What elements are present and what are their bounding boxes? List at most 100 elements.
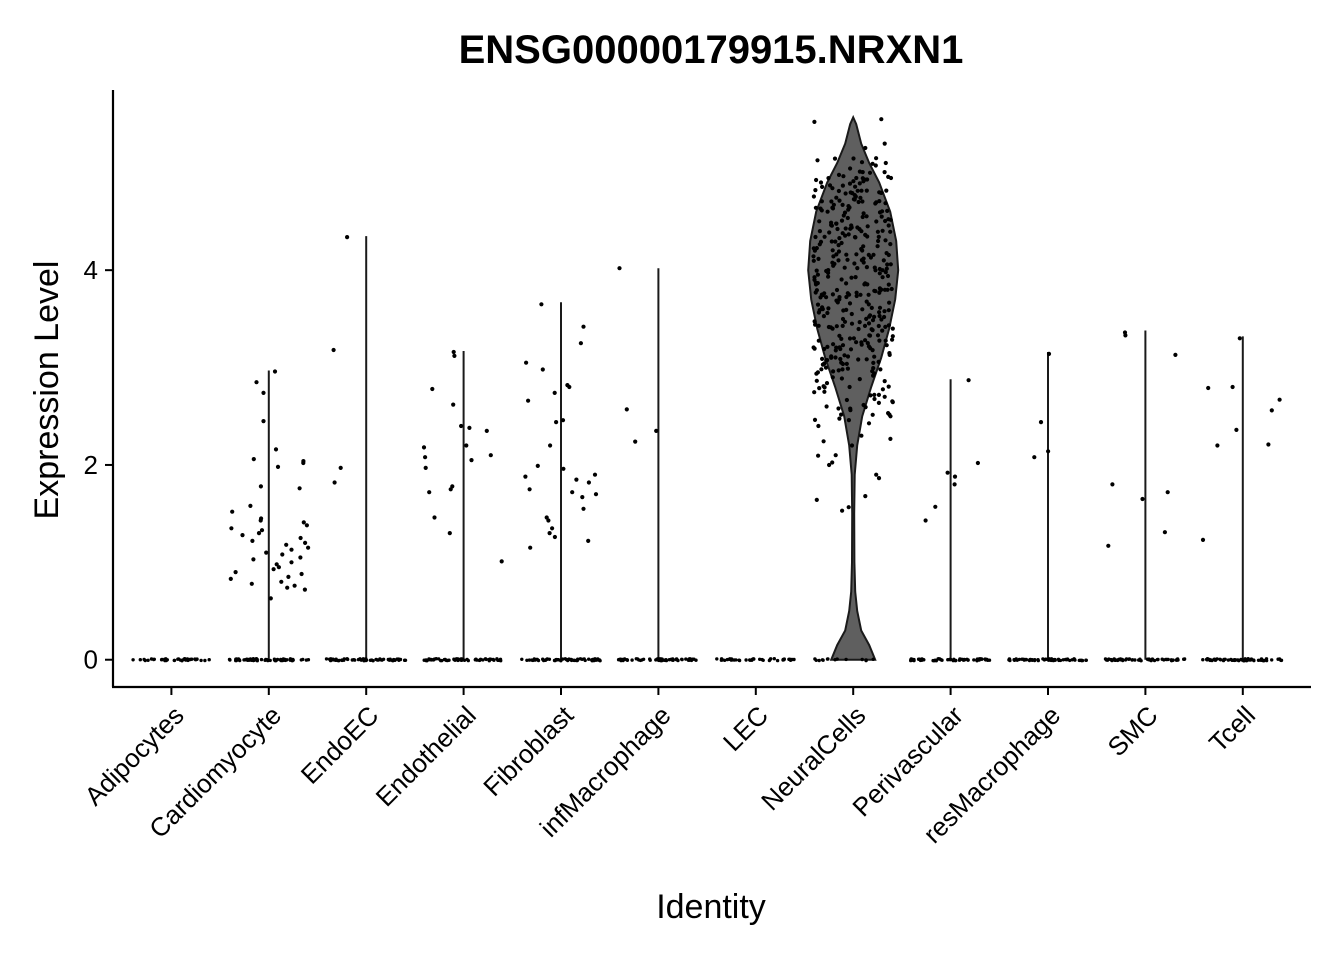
data-point	[840, 343, 846, 348]
zero-data-point	[1008, 658, 1012, 663]
data-point	[876, 238, 881, 244]
data-point	[423, 465, 428, 470]
data-point	[826, 176, 831, 181]
data-point	[548, 443, 553, 448]
zero-data-point	[788, 657, 792, 661]
category-group	[421, 349, 504, 663]
zero-data-point	[972, 658, 976, 662]
zero-data-point	[556, 658, 560, 662]
data-point	[860, 199, 865, 204]
data-point	[882, 314, 887, 320]
data-point	[870, 412, 875, 417]
data-point	[834, 298, 839, 303]
data-point	[432, 515, 437, 520]
zero-data-point	[833, 658, 837, 662]
data-point	[839, 218, 845, 223]
data-point	[834, 221, 839, 226]
data-point	[853, 184, 858, 189]
zero-data-point	[499, 659, 503, 663]
data-point	[826, 324, 832, 330]
data-point	[867, 333, 873, 338]
zero-data-point	[1014, 657, 1018, 661]
data-point	[877, 266, 882, 272]
zero-data-point	[750, 658, 754, 662]
data-point	[258, 518, 263, 523]
data-point	[858, 292, 863, 297]
data-point	[879, 214, 884, 219]
data-point	[839, 412, 844, 417]
zero-data-point	[138, 658, 142, 662]
data-point	[273, 447, 279, 452]
zero-data-point	[1221, 658, 1226, 663]
data-point	[880, 228, 885, 233]
zero-data-point	[775, 658, 780, 663]
data-point	[849, 311, 854, 317]
data-point	[617, 266, 622, 271]
data-point	[856, 357, 861, 362]
data-point	[857, 181, 862, 186]
zero-data-point	[356, 657, 361, 662]
data-point	[831, 263, 836, 268]
data-point	[888, 242, 893, 247]
data-point	[874, 472, 879, 477]
data-point	[1032, 455, 1037, 460]
data-point	[836, 243, 841, 248]
data-point	[866, 421, 872, 426]
zero-data-point	[1233, 658, 1237, 663]
zero-data-point	[575, 658, 579, 663]
data-point	[834, 287, 840, 293]
zero-data-point	[921, 658, 926, 662]
zero-data-point	[1044, 657, 1048, 661]
data-point	[812, 319, 817, 324]
data-point	[842, 265, 847, 270]
zero-data-point	[442, 657, 447, 662]
data-point	[1173, 352, 1178, 357]
data-point	[859, 342, 864, 347]
plot-area	[131, 114, 1284, 663]
data-point	[859, 258, 865, 263]
data-point	[842, 353, 847, 358]
zero-data-point	[393, 658, 397, 662]
zero-data-point	[1024, 658, 1029, 662]
data-point	[818, 295, 823, 300]
data-point	[844, 361, 849, 366]
data-point	[839, 277, 844, 282]
data-point	[888, 262, 893, 267]
data-point	[887, 300, 892, 305]
zero-data-point	[199, 658, 203, 663]
data-point	[297, 486, 302, 491]
data-point	[875, 244, 880, 249]
zero-data-point	[1164, 657, 1168, 662]
zero-data-point	[342, 658, 346, 662]
data-point	[528, 545, 533, 550]
data-point	[877, 286, 883, 291]
zero-data-point	[203, 658, 207, 663]
data-point	[289, 547, 294, 552]
data-point	[831, 254, 836, 259]
zero-data-point	[939, 658, 943, 662]
data-point	[830, 205, 835, 210]
data-point	[654, 428, 659, 433]
zero-data-point	[954, 658, 958, 663]
zero-data-point	[288, 657, 293, 661]
zero-data-point	[963, 658, 967, 662]
zero-data-point	[553, 658, 557, 663]
data-point	[831, 342, 836, 347]
data-point	[820, 184, 825, 189]
data-point	[835, 226, 840, 232]
data-point	[886, 384, 891, 389]
zero-data-point	[283, 658, 287, 662]
data-point	[814, 378, 819, 383]
data-point	[875, 333, 881, 338]
data-point	[284, 542, 289, 547]
data-point	[858, 195, 863, 200]
data-point	[301, 460, 306, 466]
chart-title: ENSG00000179915.NRXN1	[459, 28, 964, 72]
zero-data-point	[1201, 658, 1205, 662]
data-point	[561, 466, 566, 471]
data-point	[886, 323, 891, 328]
data-point	[826, 306, 831, 311]
zero-data-point	[792, 657, 796, 662]
data-point	[882, 287, 888, 292]
